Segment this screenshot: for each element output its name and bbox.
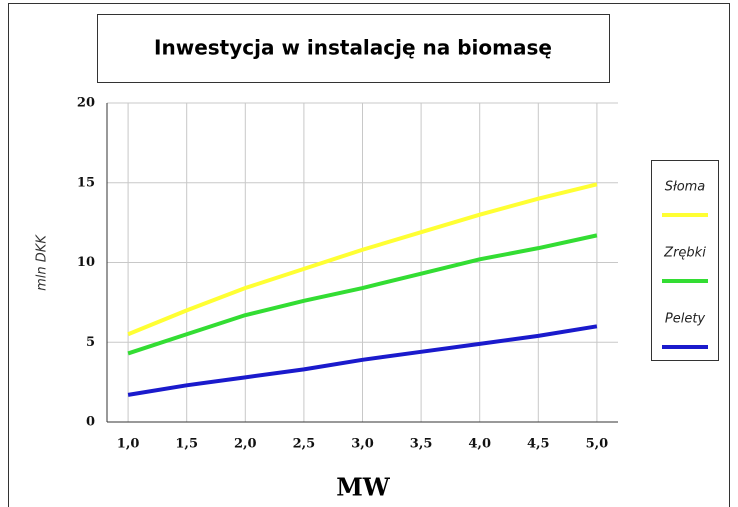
legend-box bbox=[651, 160, 719, 361]
series-line bbox=[127, 182, 598, 337]
x-tick-label: 3,0 bbox=[351, 437, 374, 452]
title-box bbox=[97, 14, 610, 83]
y-tick-label: 20 bbox=[77, 96, 95, 111]
x-tick-label: 1,5 bbox=[175, 437, 198, 452]
y-axis-label: mln DKK bbox=[35, 234, 50, 291]
x-axis-label: MW bbox=[336, 473, 391, 502]
legend-label: Zrębki bbox=[663, 246, 706, 261]
x-tick-label: 4,5 bbox=[527, 437, 550, 452]
y-tick-label: 10 bbox=[77, 255, 95, 270]
series-line bbox=[127, 233, 598, 356]
legend-label: Słoma bbox=[665, 180, 706, 195]
legend-label: Pelety bbox=[665, 312, 706, 327]
x-tick-label: 5,0 bbox=[586, 437, 609, 452]
y-tick-label: 5 bbox=[86, 335, 95, 350]
x-tick-label: 3,5 bbox=[410, 437, 433, 452]
chart-title: Inwestycja w instalację na biomasę bbox=[154, 36, 552, 60]
y-tick-label: 15 bbox=[77, 175, 95, 190]
series-line bbox=[127, 324, 598, 397]
y-tick-label: 0 bbox=[86, 415, 95, 430]
x-tick-label: 2,5 bbox=[293, 437, 316, 452]
x-tick-label: 1,0 bbox=[117, 437, 140, 452]
x-tick-label: 4,0 bbox=[468, 437, 491, 452]
x-tick-label: 2,0 bbox=[234, 437, 257, 452]
